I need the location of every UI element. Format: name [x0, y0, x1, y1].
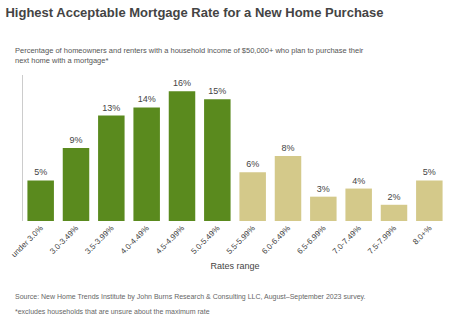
svg-text:8%: 8%	[281, 143, 294, 153]
svg-text:*excludes households that are: *excludes households that are unsure abo…	[15, 308, 210, 315]
svg-text:15%: 15%	[208, 86, 226, 96]
svg-text:6.0-6.49%: 6.0-6.49%	[260, 224, 292, 256]
svg-text:Percentage of homeowners and r: Percentage of homeowners and renters wit…	[15, 46, 364, 65]
svg-text:3.0-3.49%: 3.0-3.49%	[48, 224, 80, 256]
svg-text:Rates range: Rates range	[210, 261, 259, 271]
svg-text:16%: 16%	[173, 78, 191, 88]
svg-text:Highest Acceptable Mortgage Ra: Highest Acceptable Mortgage Rate for a N…	[5, 5, 383, 20]
svg-text:7.0-7.49%: 7.0-7.49%	[331, 224, 363, 256]
svg-text:5.5-5.99%: 5.5-5.99%	[225, 224, 257, 256]
svg-text:9%: 9%	[69, 135, 82, 145]
svg-text:under 3.0%: under 3.0%	[10, 224, 45, 259]
svg-text:8.0+%: 8.0+%	[411, 224, 434, 247]
svg-text:5%: 5%	[423, 167, 436, 177]
svg-text:5%: 5%	[34, 167, 47, 177]
svg-text:2%: 2%	[387, 192, 400, 202]
svg-text:Source: New Home Trends Instit: Source: New Home Trends Institute by Joh…	[15, 293, 365, 301]
svg-text:14%: 14%	[138, 94, 156, 104]
svg-text:4%: 4%	[352, 176, 365, 186]
svg-text:4.5-4.99%: 4.5-4.99%	[154, 224, 186, 256]
svg-text:3%: 3%	[317, 184, 330, 194]
svg-text:13%: 13%	[102, 103, 120, 113]
svg-text:5.0-5.49%: 5.0-5.49%	[189, 224, 221, 256]
svg-text:3.5-3.99%: 3.5-3.99%	[83, 224, 115, 256]
svg-text:6%: 6%	[246, 159, 259, 169]
svg-text:6.5-6.99%: 6.5-6.99%	[295, 224, 327, 256]
svg-text:7.5-7.99%: 7.5-7.99%	[366, 224, 398, 256]
svg-text:4.0-4.49%: 4.0-4.49%	[119, 224, 151, 256]
